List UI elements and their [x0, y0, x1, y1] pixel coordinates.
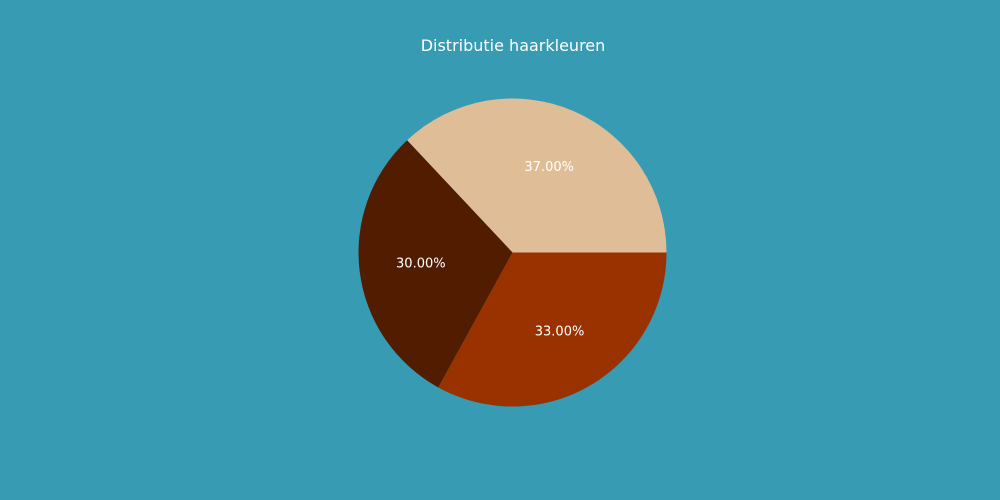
pie-slice-1 [407, 98, 667, 253]
slice-percent-label-1: 37.00% [524, 160, 574, 175]
pie-slice-2 [358, 140, 513, 388]
pie-slice-3 [438, 252, 667, 407]
slice-percent-label-3: 33.00% [535, 325, 585, 340]
slice-percent-label-2: 30.00% [396, 257, 446, 272]
chart-title: Distributie haarkleuren [420, 36, 606, 55]
